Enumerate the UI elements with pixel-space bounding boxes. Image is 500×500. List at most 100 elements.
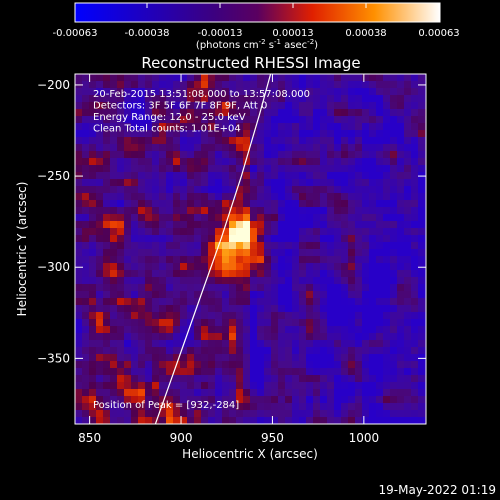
heatmap-cell — [257, 158, 265, 166]
heatmap-cell — [138, 347, 146, 355]
heatmap-cell — [418, 102, 426, 110]
heatmap-cell — [306, 319, 314, 327]
heatmap-cell — [243, 319, 251, 327]
heatmap-cell — [96, 382, 104, 390]
heatmap-cell — [264, 235, 272, 243]
heatmap-cell — [327, 298, 335, 306]
heatmap-cell — [250, 326, 258, 334]
heatmap-cell — [131, 158, 139, 166]
heatmap-cell — [152, 221, 160, 229]
heatmap-cell — [397, 277, 405, 285]
heatmap-cell — [117, 193, 125, 201]
heatmap-cell — [131, 347, 139, 355]
heatmap-cell — [341, 116, 349, 124]
heatmap-cell — [208, 312, 216, 320]
heatmap-cell — [397, 116, 405, 124]
heatmap-cell — [369, 186, 377, 194]
heatmap-cell — [131, 326, 139, 334]
heatmap-cell — [257, 207, 265, 215]
heatmap-cell — [411, 102, 419, 110]
heatmap-cell — [138, 102, 146, 110]
heatmap-cell — [110, 347, 118, 355]
heatmap-cell — [404, 81, 412, 89]
heatmap-cell — [369, 361, 377, 369]
heatmap-cell — [222, 277, 230, 285]
heatmap-cell — [334, 88, 342, 96]
heatmap-cell — [180, 417, 188, 424]
heatmap-cell — [418, 305, 426, 313]
heatmap-cell — [418, 207, 426, 215]
heatmap-cell — [320, 389, 328, 397]
heatmap-cell — [75, 116, 83, 124]
heatmap-cell — [229, 403, 237, 411]
heatmap-cell — [313, 312, 321, 320]
heatmap-cell — [236, 123, 244, 131]
heatmap-cell — [201, 249, 209, 257]
heatmap-cell — [152, 305, 160, 313]
heatmap-cell — [159, 277, 167, 285]
heatmap-cell — [341, 340, 349, 348]
heatmap-cell — [117, 116, 125, 124]
heatmap-cell — [369, 81, 377, 89]
heatmap-cell — [257, 277, 265, 285]
heatmap-cell — [411, 319, 419, 327]
heatmap-cell — [271, 186, 279, 194]
heatmap-cell — [229, 305, 237, 313]
heatmap-cell — [110, 200, 118, 208]
heatmap-cell — [229, 249, 237, 257]
heatmap-cell — [89, 172, 97, 180]
heatmap-cell — [215, 123, 223, 131]
heatmap-cell — [173, 410, 181, 418]
heatmap-cell — [194, 158, 202, 166]
heatmap-cell — [152, 354, 160, 362]
heatmap-cell — [404, 130, 412, 138]
heatmap-cell — [362, 144, 370, 152]
heatmap-cell — [418, 242, 426, 250]
heatmap-cell — [166, 116, 174, 124]
heatmap-cell — [96, 361, 104, 369]
heatmap-cell — [327, 88, 335, 96]
heatmap-cell — [369, 165, 377, 173]
heatmap-cell — [271, 403, 279, 411]
heatmap-cell — [229, 193, 237, 201]
heatmap-cell — [159, 375, 167, 383]
heatmap-cell — [173, 214, 181, 222]
heatmap-cell — [152, 116, 160, 124]
heatmap-cell — [194, 305, 202, 313]
heatmap-cell — [131, 312, 139, 320]
heatmap-cell — [306, 102, 314, 110]
heatmap-cell — [348, 277, 356, 285]
heatmap-cell — [222, 319, 230, 327]
heatmap-cell — [138, 403, 146, 411]
heatmap-cell — [271, 200, 279, 208]
heatmap-cell — [306, 382, 314, 390]
heatmap-cell — [348, 81, 356, 89]
heatmap-cell — [215, 396, 223, 404]
heatmap-cell — [145, 375, 153, 383]
heatmap-cell — [376, 256, 384, 264]
heatmap-cell — [355, 326, 363, 334]
heatmap-cell — [250, 179, 258, 187]
heatmap-cell — [320, 256, 328, 264]
heatmap-cell — [110, 368, 118, 376]
heatmap-cell — [306, 151, 314, 159]
heatmap-cell — [348, 368, 356, 376]
heatmap-cell — [390, 123, 398, 131]
heatmap-cell — [341, 165, 349, 173]
heatmap-cell — [201, 151, 209, 159]
heatmap-cell — [327, 256, 335, 264]
info-line: Clean Total counts: 1.01E+04 — [93, 124, 241, 135]
heatmap-cell — [397, 298, 405, 306]
heatmap-cell — [285, 228, 293, 236]
heatmap-cell — [369, 200, 377, 208]
heatmap-cell — [110, 81, 118, 89]
heatmap-cell — [110, 305, 118, 313]
heatmap-cell — [397, 130, 405, 138]
heatmap-cell — [194, 249, 202, 257]
heatmap-cell — [327, 137, 335, 145]
heatmap-cell — [376, 95, 384, 103]
heatmap-cell — [362, 403, 370, 411]
heatmap-cell — [383, 116, 391, 124]
heatmap-cell — [334, 389, 342, 397]
heatmap-cell — [194, 116, 202, 124]
